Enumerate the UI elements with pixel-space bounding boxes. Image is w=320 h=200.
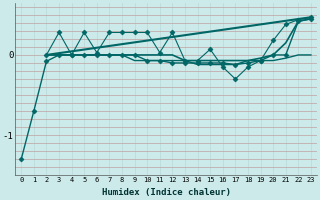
X-axis label: Humidex (Indice chaleur): Humidex (Indice chaleur) — [101, 188, 231, 197]
